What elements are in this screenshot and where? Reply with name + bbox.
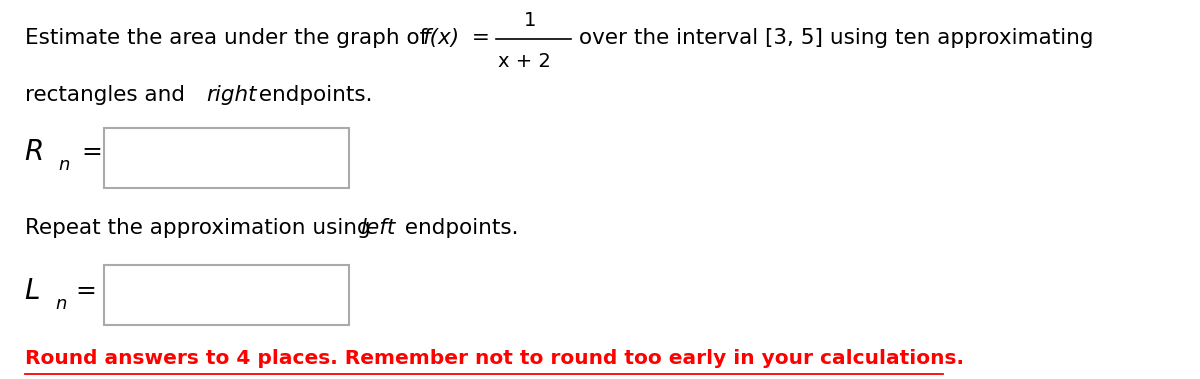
Text: Estimate the area under the graph of: Estimate the area under the graph of	[25, 28, 433, 47]
Text: n: n	[59, 157, 70, 174]
Text: Repeat the approximation using: Repeat the approximation using	[25, 218, 377, 238]
Text: endpoints.: endpoints.	[397, 218, 518, 238]
Text: L: L	[25, 277, 40, 305]
FancyBboxPatch shape	[104, 128, 349, 188]
Text: R: R	[25, 138, 44, 166]
Text: endpoints.: endpoints.	[252, 85, 373, 105]
Text: Round answers to 4 places. Remember not to round too early in your calculations.: Round answers to 4 places. Remember not …	[25, 349, 964, 368]
Text: over the interval [3, 5] using ten approximating: over the interval [3, 5] using ten appro…	[578, 28, 1093, 47]
Text: right: right	[206, 85, 257, 105]
Text: x + 2: x + 2	[498, 52, 551, 71]
Text: =: =	[82, 141, 102, 164]
Text: f(x): f(x)	[422, 28, 460, 47]
Text: n: n	[55, 295, 67, 313]
Text: 1: 1	[523, 11, 536, 30]
Text: left: left	[360, 218, 396, 238]
Text: =: =	[464, 28, 497, 47]
Text: =: =	[76, 279, 97, 304]
FancyBboxPatch shape	[104, 265, 349, 325]
Text: rectangles and: rectangles and	[25, 85, 192, 105]
